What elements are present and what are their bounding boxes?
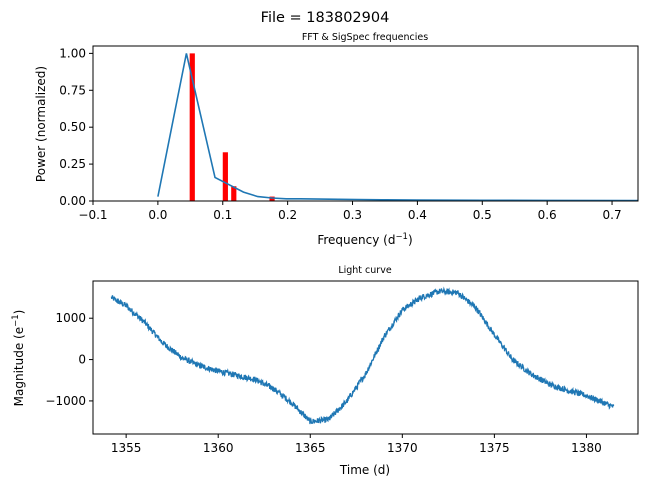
fft-x-tick-label: 0.3	[343, 208, 362, 222]
light-curve-x-tick-label: 1375	[479, 441, 510, 455]
fft-x-tick-label: −0.1	[78, 208, 107, 222]
light-curve-y-axis: −1000 0 1000	[45, 311, 93, 408]
fft-x-tick-label: 0.2	[278, 208, 297, 222]
light-curve-x-tick-label: 1380	[571, 441, 602, 455]
figure-title: File = 183802904	[261, 10, 390, 26]
light-curve-y-tick-label: 0	[78, 353, 86, 367]
light-curve-line	[110, 286, 615, 425]
fft-x-tick-label: 0.5	[473, 208, 492, 222]
light-curve-title: Light curve	[338, 265, 392, 276]
fft-y-axis: 0.00 0.25 0.50 0.75 1.00	[59, 46, 93, 208]
light-curve-x-tick-label: 1360	[203, 441, 234, 455]
light-curve-plot-area	[110, 286, 615, 425]
fft-x-tick-label: 0.6	[538, 208, 557, 222]
light-curve-x-axis-label: Time (d)	[339, 463, 390, 477]
fft-y-tick-label: 0.00	[59, 194, 86, 208]
light-curve-x-tick-label: 1355	[111, 441, 142, 455]
fft-y-tick-label: 1.00	[59, 46, 86, 60]
fft-y-axis-label: Power (normalized)	[34, 66, 48, 182]
fft-x-tick-label: 0.4	[408, 208, 427, 222]
fft-x-tick-label: 0.0	[148, 208, 167, 222]
light-curve-x-axis: 1355 1360 1365 1370 1375 1380	[111, 434, 602, 455]
fft-x-axis: −0.1 0.0 0.1 0.2 0.3 0.4 0.5 0.6 0.7	[78, 201, 622, 222]
light-curve-y-tick-label: −1000	[45, 394, 86, 408]
light-curve-chart: Light curve 1355 1360 1365 1370 1375 1380 −10…	[11, 265, 639, 477]
fft-y-tick-label: 0.25	[59, 157, 86, 171]
light-curve-y-tick-label: 1000	[55, 311, 86, 325]
fft-x-tick-label: 0.1	[213, 208, 232, 222]
light-curve-x-tick-label: 1365	[295, 441, 326, 455]
fft-power-line	[157, 53, 639, 202]
fft-x-axis-label: Frequency (d−1)	[317, 232, 412, 247]
light-curve-x-tick-label: 1370	[387, 441, 418, 455]
sigspec-bar	[222, 152, 228, 201]
fft-chart: FFT & SigSpec frequencies −0.1 0.0 0.1 0.2 0…	[34, 32, 639, 247]
light-curve-axes-frame	[92, 280, 639, 435]
fft-axes-frame	[92, 45, 639, 202]
fft-chart-title: FFT & SigSpec frequencies	[302, 32, 428, 43]
fft-y-tick-label: 0.75	[59, 83, 86, 97]
sigspec-bar	[189, 53, 195, 201]
fft-y-tick-label: 0.50	[59, 120, 86, 134]
fft-plot-area	[157, 53, 639, 202]
fft-x-tick-label: 0.7	[603, 208, 622, 222]
sigspec-bar	[231, 186, 237, 201]
light-curve-y-axis-label: Magnitude (e−1)	[11, 310, 26, 407]
